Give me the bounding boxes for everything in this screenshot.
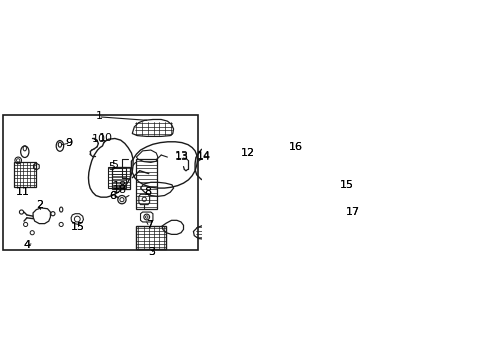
Text: 14: 14	[196, 151, 210, 161]
Text: 7: 7	[146, 220, 153, 230]
Text: 12: 12	[241, 148, 255, 158]
Text: 18: 18	[113, 185, 127, 195]
Text: 16: 16	[288, 142, 302, 152]
Text: 10: 10	[98, 134, 112, 144]
Bar	[136, 226, 166, 249]
Text: 14: 14	[196, 153, 210, 162]
Text: 2: 2	[36, 201, 43, 211]
Text: 2: 2	[36, 201, 43, 211]
Bar	[202, 159, 225, 196]
Text: 16: 16	[288, 142, 302, 152]
Text: 4: 4	[23, 240, 30, 250]
Text: 4: 4	[23, 240, 30, 250]
Text: 15: 15	[339, 180, 353, 190]
Text: 18: 18	[113, 181, 127, 191]
Bar	[296, 150, 305, 157]
Text: 12: 12	[241, 148, 255, 158]
Bar	[108, 167, 126, 188]
Text: 9: 9	[65, 138, 72, 148]
Text: 6: 6	[109, 190, 116, 201]
Bar	[135, 159, 157, 209]
Bar	[15, 162, 36, 187]
Text: 8: 8	[144, 187, 151, 197]
Text: 17: 17	[345, 207, 359, 217]
Text: 3: 3	[148, 247, 155, 257]
Text: 10: 10	[91, 134, 105, 144]
Bar	[111, 167, 130, 189]
Text: 1: 1	[96, 111, 102, 121]
Text: 15: 15	[71, 222, 84, 232]
Text: 8: 8	[144, 187, 151, 197]
Text: 3: 3	[148, 247, 155, 257]
Text: 5: 5	[111, 160, 118, 170]
Text: 11: 11	[16, 187, 30, 197]
Text: 7: 7	[146, 220, 153, 230]
Text: 5: 5	[108, 162, 115, 172]
Text: 17: 17	[345, 207, 359, 217]
Text: 6: 6	[109, 190, 116, 201]
Text: 11: 11	[16, 187, 30, 197]
Text: 13: 13	[175, 151, 188, 161]
Text: 15: 15	[339, 180, 353, 190]
Text: 9: 9	[65, 138, 72, 148]
Text: 13: 13	[175, 153, 188, 162]
Text: 15: 15	[71, 222, 84, 232]
